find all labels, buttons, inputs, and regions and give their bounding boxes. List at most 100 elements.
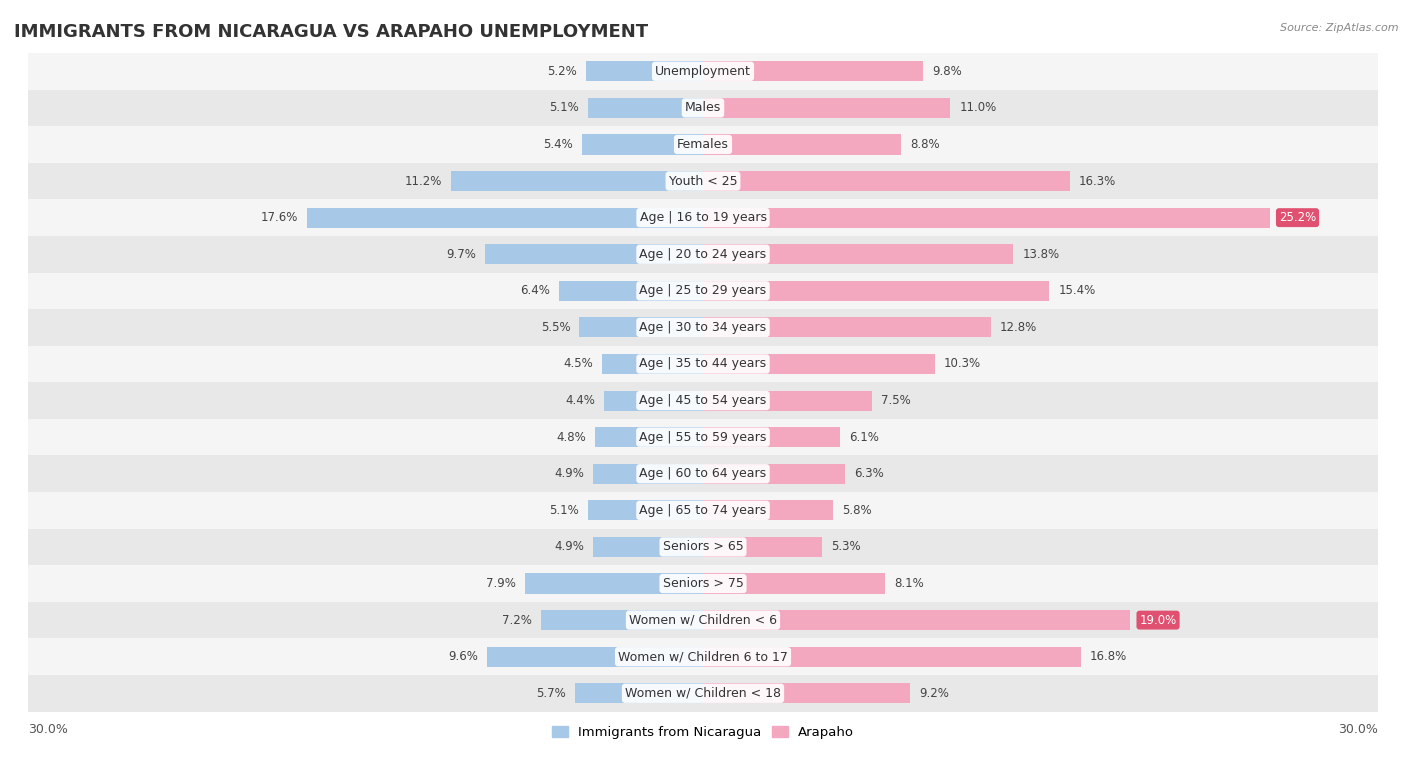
Text: Males: Males (685, 101, 721, 114)
Bar (593, 537, 703, 557)
Text: 4.5%: 4.5% (562, 357, 593, 370)
Bar (593, 464, 703, 484)
Bar (703, 281, 1049, 301)
Text: 17.6%: 17.6% (260, 211, 298, 224)
Text: 30.0%: 30.0% (28, 722, 67, 736)
Bar (595, 427, 703, 447)
Text: 5.1%: 5.1% (550, 504, 579, 517)
Text: 6.4%: 6.4% (520, 285, 550, 298)
Bar (451, 171, 703, 191)
Bar (703, 61, 924, 81)
Text: Age | 20 to 24 years: Age | 20 to 24 years (640, 248, 766, 260)
Text: 30.0%: 30.0% (1339, 722, 1378, 736)
Bar (703, 464, 845, 484)
Bar (586, 61, 703, 81)
Bar (28, 89, 1378, 126)
Bar (579, 317, 703, 338)
Text: Source: ZipAtlas.com: Source: ZipAtlas.com (1281, 23, 1399, 33)
Bar (28, 236, 1378, 273)
Text: 6.3%: 6.3% (853, 467, 883, 480)
Bar (28, 126, 1378, 163)
Text: Age | 60 to 64 years: Age | 60 to 64 years (640, 467, 766, 480)
Bar (588, 98, 703, 118)
Text: 5.5%: 5.5% (541, 321, 571, 334)
Text: IMMIGRANTS FROM NICARAGUA VS ARAPAHO UNEMPLOYMENT: IMMIGRANTS FROM NICARAGUA VS ARAPAHO UNE… (14, 23, 648, 41)
Text: 5.3%: 5.3% (831, 540, 860, 553)
Text: 15.4%: 15.4% (1059, 285, 1095, 298)
Text: 10.3%: 10.3% (943, 357, 981, 370)
Bar (575, 684, 703, 703)
Text: 6.1%: 6.1% (849, 431, 879, 444)
Text: 16.8%: 16.8% (1090, 650, 1128, 663)
Bar (28, 565, 1378, 602)
Text: 4.8%: 4.8% (557, 431, 586, 444)
Text: 16.3%: 16.3% (1078, 175, 1116, 188)
Bar (703, 245, 1014, 264)
Text: Seniors > 65: Seniors > 65 (662, 540, 744, 553)
Bar (541, 610, 703, 630)
Bar (703, 207, 1270, 228)
Bar (602, 354, 703, 374)
Text: 5.1%: 5.1% (550, 101, 579, 114)
Text: 7.2%: 7.2% (502, 614, 531, 627)
Bar (28, 163, 1378, 199)
Text: 7.5%: 7.5% (880, 394, 911, 407)
Bar (28, 273, 1378, 309)
Text: Age | 35 to 44 years: Age | 35 to 44 years (640, 357, 766, 370)
Text: 12.8%: 12.8% (1000, 321, 1038, 334)
Text: Women w/ Children 6 to 17: Women w/ Children 6 to 17 (619, 650, 787, 663)
Text: Age | 16 to 19 years: Age | 16 to 19 years (640, 211, 766, 224)
Text: 4.9%: 4.9% (554, 540, 583, 553)
Bar (703, 135, 901, 154)
Text: 9.6%: 9.6% (449, 650, 478, 663)
Text: Age | 25 to 29 years: Age | 25 to 29 years (640, 285, 766, 298)
Bar (605, 391, 703, 410)
Bar (485, 245, 703, 264)
Bar (28, 638, 1378, 675)
Text: Seniors > 75: Seniors > 75 (662, 577, 744, 590)
Bar (560, 281, 703, 301)
Bar (703, 354, 935, 374)
Bar (703, 98, 950, 118)
Text: Women w/ Children < 6: Women w/ Children < 6 (628, 614, 778, 627)
Text: 8.1%: 8.1% (894, 577, 924, 590)
Text: 19.0%: 19.0% (1139, 614, 1177, 627)
Bar (28, 675, 1378, 712)
Bar (703, 610, 1130, 630)
Bar (28, 309, 1378, 346)
Text: 9.2%: 9.2% (920, 687, 949, 699)
Text: 4.9%: 4.9% (554, 467, 583, 480)
Bar (703, 646, 1081, 667)
Bar (28, 382, 1378, 419)
Text: Women w/ Children < 18: Women w/ Children < 18 (626, 687, 780, 699)
Bar (28, 528, 1378, 565)
Text: 11.2%: 11.2% (405, 175, 441, 188)
Text: Age | 45 to 54 years: Age | 45 to 54 years (640, 394, 766, 407)
Bar (582, 135, 703, 154)
Text: 7.9%: 7.9% (486, 577, 516, 590)
Bar (703, 684, 910, 703)
Bar (588, 500, 703, 520)
Legend: Immigrants from Nicaragua, Arapaho: Immigrants from Nicaragua, Arapaho (547, 721, 859, 744)
Text: 13.8%: 13.8% (1022, 248, 1060, 260)
Bar (28, 602, 1378, 638)
Text: 9.7%: 9.7% (446, 248, 475, 260)
Bar (28, 53, 1378, 89)
Bar (703, 171, 1070, 191)
Text: Youth < 25: Youth < 25 (669, 175, 737, 188)
Bar (307, 207, 703, 228)
Bar (486, 646, 703, 667)
Bar (703, 317, 991, 338)
Bar (703, 537, 823, 557)
Bar (703, 427, 841, 447)
Text: Age | 30 to 34 years: Age | 30 to 34 years (640, 321, 766, 334)
Bar (703, 574, 886, 593)
Bar (703, 391, 872, 410)
Text: 8.8%: 8.8% (910, 138, 939, 151)
Text: Females: Females (678, 138, 728, 151)
Bar (703, 500, 834, 520)
Text: 5.8%: 5.8% (842, 504, 872, 517)
Bar (28, 419, 1378, 456)
Text: Age | 65 to 74 years: Age | 65 to 74 years (640, 504, 766, 517)
Text: 11.0%: 11.0% (959, 101, 997, 114)
